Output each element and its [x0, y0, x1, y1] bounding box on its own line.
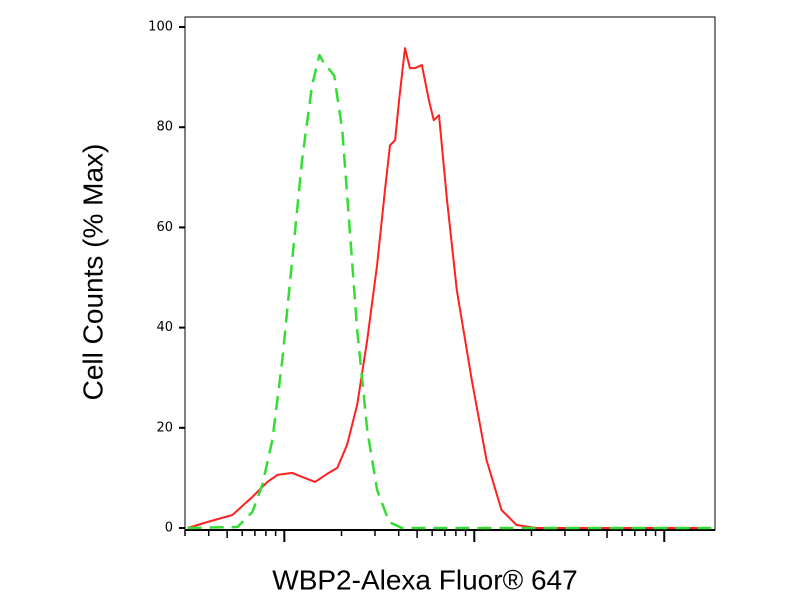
y-tick-label: 60: [156, 220, 173, 235]
y-tick-label: 80: [156, 120, 173, 135]
y-tick-label: 0: [165, 521, 173, 536]
y-tick-label: 100: [148, 20, 173, 35]
x-axis-title: WBP2-Alexa Fluor® 647: [272, 564, 577, 595]
series-line: [187, 53, 712, 530]
y-tick-label: 20: [156, 420, 173, 435]
plot-frame: [184, 16, 716, 531]
y-tick-label: 40: [156, 320, 173, 335]
series-line: [187, 47, 712, 529]
y-axis-title: Cell Counts (% Max): [77, 144, 108, 401]
